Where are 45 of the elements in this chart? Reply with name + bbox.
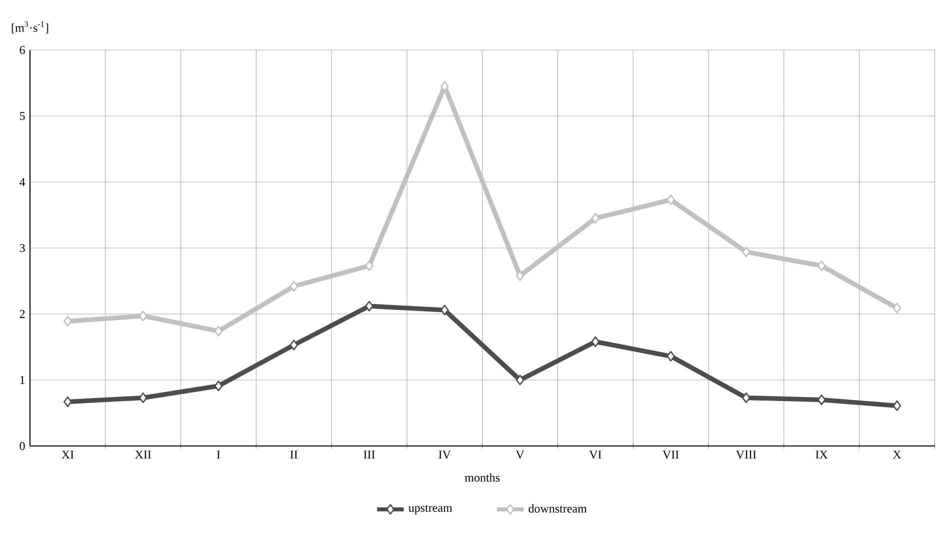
point bbox=[64, 316, 72, 327]
x-tick-label: IX bbox=[816, 450, 828, 459]
point bbox=[138, 392, 148, 404]
x-axis-title: months bbox=[464, 473, 500, 482]
y-axis-title: [m$^{3}$·s$^{-1}$] bbox=[12, 21, 48, 34]
point bbox=[516, 374, 524, 386]
point bbox=[290, 340, 298, 350]
y-tick-label: 3 bbox=[20, 244, 25, 252]
x-tick-label: VI bbox=[589, 450, 602, 459]
point bbox=[365, 300, 374, 312]
y-tick-label: 4 bbox=[20, 178, 26, 186]
point bbox=[591, 212, 600, 224]
point bbox=[892, 302, 902, 314]
y-tick-label: 2 bbox=[20, 310, 25, 318]
x-tick-label: II bbox=[290, 450, 298, 459]
x-tick-label: VIII bbox=[736, 450, 756, 459]
point bbox=[892, 400, 902, 412]
x-tick-label: III bbox=[364, 450, 375, 459]
x-tick-label: I bbox=[216, 450, 220, 459]
x-tick-label: X bbox=[892, 450, 902, 459]
point bbox=[365, 260, 374, 272]
point bbox=[516, 270, 524, 282]
point bbox=[64, 396, 72, 408]
point bbox=[742, 392, 750, 404]
point bbox=[214, 380, 223, 392]
point bbox=[817, 394, 826, 406]
point bbox=[214, 326, 223, 336]
point bbox=[290, 280, 298, 292]
y-tick-label: 6 bbox=[20, 46, 25, 54]
point bbox=[742, 246, 750, 258]
x-tick-label: XI bbox=[62, 450, 74, 459]
legend-label: downstream bbox=[528, 504, 587, 513]
legend-label: upstream bbox=[408, 504, 452, 514]
point bbox=[666, 194, 675, 206]
x-tick-label: XII bbox=[135, 450, 151, 459]
point bbox=[817, 260, 826, 272]
x-tick-label: V bbox=[516, 450, 524, 459]
y-tick-label: 1 bbox=[20, 376, 25, 384]
point bbox=[591, 336, 600, 348]
y-tick-label: 0 bbox=[20, 442, 25, 450]
point bbox=[440, 304, 449, 316]
y-tick-label: 5 bbox=[20, 112, 25, 120]
x-tick-label: VII bbox=[662, 450, 679, 459]
x-tick-label: IV bbox=[438, 450, 451, 459]
point bbox=[666, 350, 675, 362]
